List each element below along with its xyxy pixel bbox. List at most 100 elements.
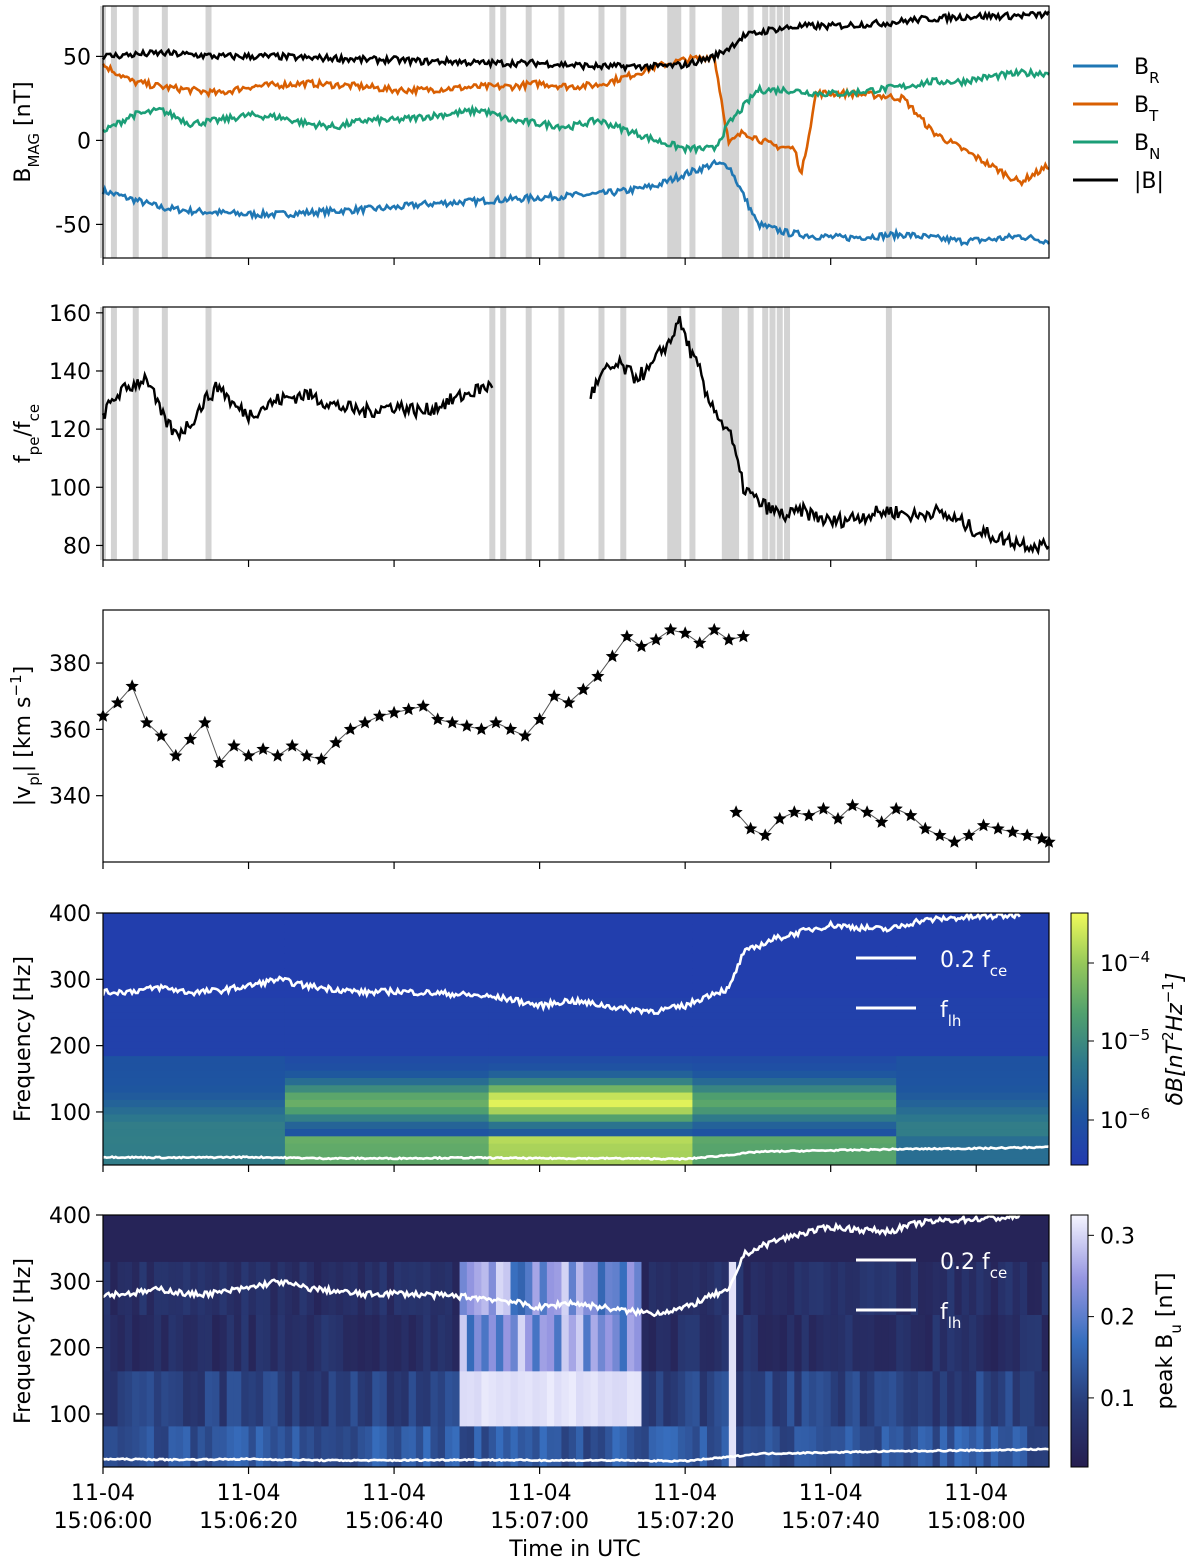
spectrogram-cell (859, 1425, 868, 1468)
spectrogram-cell (459, 1314, 468, 1372)
spectrogram-cell (961, 1261, 970, 1315)
shaded-interval (784, 6, 791, 258)
spectrogram-cell (976, 1425, 985, 1468)
x-tick-label-time: 15:06:00 (54, 1509, 153, 1534)
spectrogram-cell (736, 1425, 744, 1468)
colorbar-tick-label: 10−5 (1100, 1026, 1150, 1055)
spectrogram-cell (445, 1314, 453, 1372)
data-point-star (1035, 831, 1049, 845)
spectrogram-cell (656, 1370, 664, 1427)
spectrogram-cell (488, 1113, 693, 1122)
x-tick-label-time: 15:07:40 (781, 1509, 880, 1534)
spectrogram-cell (103, 931, 286, 940)
data-point-star (445, 715, 459, 729)
shaded-interval (110, 6, 117, 258)
spectrogram-cell (401, 1425, 410, 1468)
spectrogram-cell (896, 1314, 904, 1372)
x-axis-label: Time in UTC (508, 1537, 641, 1562)
spectrogram-cell (757, 1425, 766, 1468)
spectrogram-cell (1034, 1261, 1043, 1315)
spectrogram-cell (103, 1113, 286, 1122)
spectrogram-cell (765, 1215, 773, 1262)
spectrogram-cell (488, 1026, 693, 1035)
spectrogram-cell (546, 1314, 555, 1372)
spectrogram-cell (692, 1084, 897, 1093)
spectrogram-cell (539, 1370, 548, 1427)
spectrogram-cell (525, 1215, 533, 1262)
shaded-interval (132, 307, 139, 560)
spectrogram-cell (103, 960, 286, 969)
spectrogram-cell (299, 1314, 308, 1372)
spectrogram-cell (692, 953, 897, 962)
spectrogram-cell (896, 1084, 1050, 1093)
spectrogram-cell (292, 1261, 300, 1315)
y-tick-label: 0 (77, 129, 91, 154)
data-point-star (904, 808, 918, 822)
data-point-star (402, 702, 416, 716)
spectrogram-cell (459, 1370, 468, 1427)
spectrogram-cell (568, 1215, 577, 1262)
spectrogram-cell (517, 1425, 526, 1468)
data-point-star (576, 682, 590, 696)
spectrogram-cell (692, 975, 897, 984)
spectrogram-cell (328, 1314, 337, 1372)
spectrogram-cell (437, 1261, 446, 1315)
spectrogram-cell (881, 1370, 890, 1427)
data-point-star (285, 738, 299, 752)
shaded-interval (747, 6, 754, 258)
line-0.2-fce (102, 1211, 1022, 1318)
spectrogram-cell (357, 1215, 366, 1262)
spectrogram-cell (503, 1215, 512, 1262)
spectrogram-cell (757, 1370, 766, 1427)
data-point-star (533, 712, 547, 726)
spectrogram-cell (103, 1121, 286, 1130)
spectrogram-cell (466, 1215, 475, 1262)
legend-label: BN (1134, 131, 1160, 163)
shaded-interval (598, 307, 605, 560)
spectrogram-cell (896, 1106, 1050, 1115)
spectrogram-cell (925, 1261, 934, 1315)
spectrogram-cell (968, 1425, 977, 1468)
y-tick-label: 300 (49, 968, 91, 993)
spectrogram-cell (692, 938, 897, 947)
spectrogram-cell (896, 1135, 1050, 1144)
spectrogram-cell (947, 1215, 955, 1262)
y-axis-label: fpe/fce (11, 404, 43, 463)
data-point-star (387, 705, 401, 719)
spectrogram-cell (495, 1261, 504, 1315)
line-flh (102, 1145, 1050, 1162)
spectrogram-cell (284, 1011, 490, 1020)
spectrogram-cell (401, 1215, 410, 1262)
spectrogram-cell (939, 1425, 948, 1468)
spectrogram-cell (1027, 1215, 1035, 1262)
spectrogram-cell (103, 1135, 286, 1144)
data-point-star (787, 805, 801, 818)
spectrogram-cell (510, 1370, 519, 1427)
spectrogram-cell (648, 1261, 657, 1315)
spectrogram-cell (743, 1261, 752, 1315)
data-point-star (976, 818, 991, 832)
spectrogram-cell (103, 968, 286, 976)
spectrogram-cell (110, 1314, 119, 1372)
spectrogram-cell (990, 1215, 999, 1262)
spectrogram-cell (321, 1425, 330, 1468)
spectrogram-cell (350, 1215, 359, 1262)
spectrogram-cell (117, 1425, 126, 1468)
spectrogram-cell (284, 1425, 293, 1468)
spectrogram-cell (408, 1370, 417, 1427)
spectrogram-cell (415, 1425, 424, 1468)
data-point-star (831, 811, 845, 825)
spectrogram-cell (328, 1215, 337, 1262)
spectrogram-cell (867, 1425, 875, 1468)
data-point-star (183, 732, 197, 745)
spectrogram-cell (284, 1261, 293, 1315)
spectrogram-cell (139, 1215, 148, 1262)
y-tick-label: 120 (49, 418, 91, 443)
legend-label: BR (1134, 55, 1160, 87)
spectrogram-cell (1027, 1314, 1035, 1372)
spectrogram-cell (255, 1425, 264, 1468)
spectrogram-cell (539, 1261, 548, 1315)
spectrogram-cell (103, 1019, 286, 1027)
shaded-interval (721, 6, 736, 258)
spectrogram-cell (204, 1215, 213, 1262)
